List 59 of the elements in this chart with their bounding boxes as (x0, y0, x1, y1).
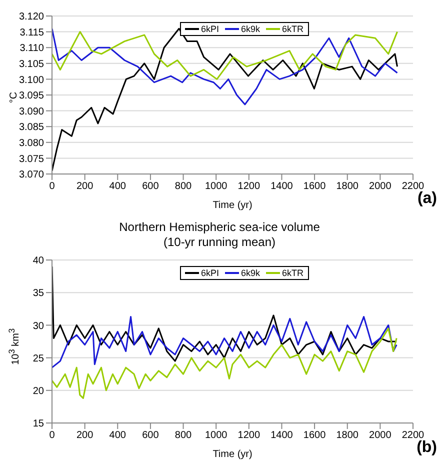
y-axis-title: °C (8, 90, 20, 106)
legend-label: 6k9k (241, 268, 260, 278)
x-tick-label: 2000 (369, 181, 392, 192)
legend-label: 6kPI (201, 268, 220, 278)
x-tick-label: 2200 (402, 181, 425, 192)
y-tick-label: 30 (32, 320, 44, 332)
x-tick-label: 2200 (402, 430, 425, 442)
text: (b) (416, 439, 437, 457)
x-tick-label: 2000 (369, 430, 392, 442)
y-tick-label: 3.100 (18, 74, 44, 86)
y-tick-label: 3.105 (18, 58, 44, 70)
legend-label: 6k9k (241, 24, 260, 34)
y-tick-label: 3.110 (20, 43, 44, 54)
x-tick-label: 200 (76, 430, 94, 442)
chart-title: Northern Hemispheric sea-ice volume (118, 220, 321, 235)
legend-label: 6kTR (282, 24, 304, 34)
y-tick-label: 3.115 (20, 27, 44, 38)
x-tick-label: 400 (109, 181, 126, 192)
x-axis-title: Time (yr) (212, 200, 252, 211)
x-tick-label: 1400 (270, 181, 294, 192)
x-tick-label: 400 (109, 430, 126, 442)
x-tick-label: 1000 (204, 181, 228, 192)
y-tick-label: 3.095 (18, 90, 44, 102)
x-tick-label: 1600 (303, 430, 326, 442)
x-tick-label: 1400 (270, 430, 294, 442)
x-tick-label: 0 (49, 430, 56, 442)
y-tick-label: 3.090 (18, 106, 44, 118)
x-tick-label: 1000 (204, 430, 228, 442)
text: (a) (417, 190, 437, 208)
x-tick-label: 1800 (336, 181, 359, 192)
legend-label: 6kPI (201, 24, 220, 34)
line-series (52, 316, 398, 368)
x-tick-label: 600 (142, 181, 160, 192)
x-tick-label: 600 (142, 430, 160, 442)
y-tick-label: 3.120 (18, 12, 44, 23)
x-tick-label: 1200 (238, 430, 260, 442)
x-tick-label: 800 (174, 181, 192, 192)
x-tick-label: 200 (76, 181, 94, 192)
x-tick-label: 1600 (303, 181, 326, 192)
y-tick-label: 20 (32, 386, 44, 397)
line-series (52, 328, 398, 399)
y-tick-label: 3.070 (18, 170, 44, 181)
y-tick-label: 3.080 (18, 138, 44, 149)
x-tick-label: 1800 (336, 430, 359, 442)
x-axis-title: Time (yr) (212, 449, 252, 460)
x-tick-label: 800 (174, 430, 192, 442)
legend-label: 6kTR (282, 268, 304, 278)
y-tick-label: 25 (32, 353, 44, 364)
line-series (52, 28, 398, 106)
y-tick-label: 35 (32, 288, 44, 300)
x-tick-label: 0 (49, 181, 56, 192)
line-series (52, 266, 398, 362)
x-tick-label: 1200 (238, 181, 260, 192)
y-tick-label: 3.085 (18, 122, 44, 134)
chart-subtitle: (10-yr running mean) (162, 235, 277, 250)
y-tick-label: 3.075 (18, 154, 44, 165)
line-series (52, 31, 398, 80)
y-tick-label: 15 (32, 418, 44, 430)
y-tick-label: 40 (32, 256, 44, 267)
